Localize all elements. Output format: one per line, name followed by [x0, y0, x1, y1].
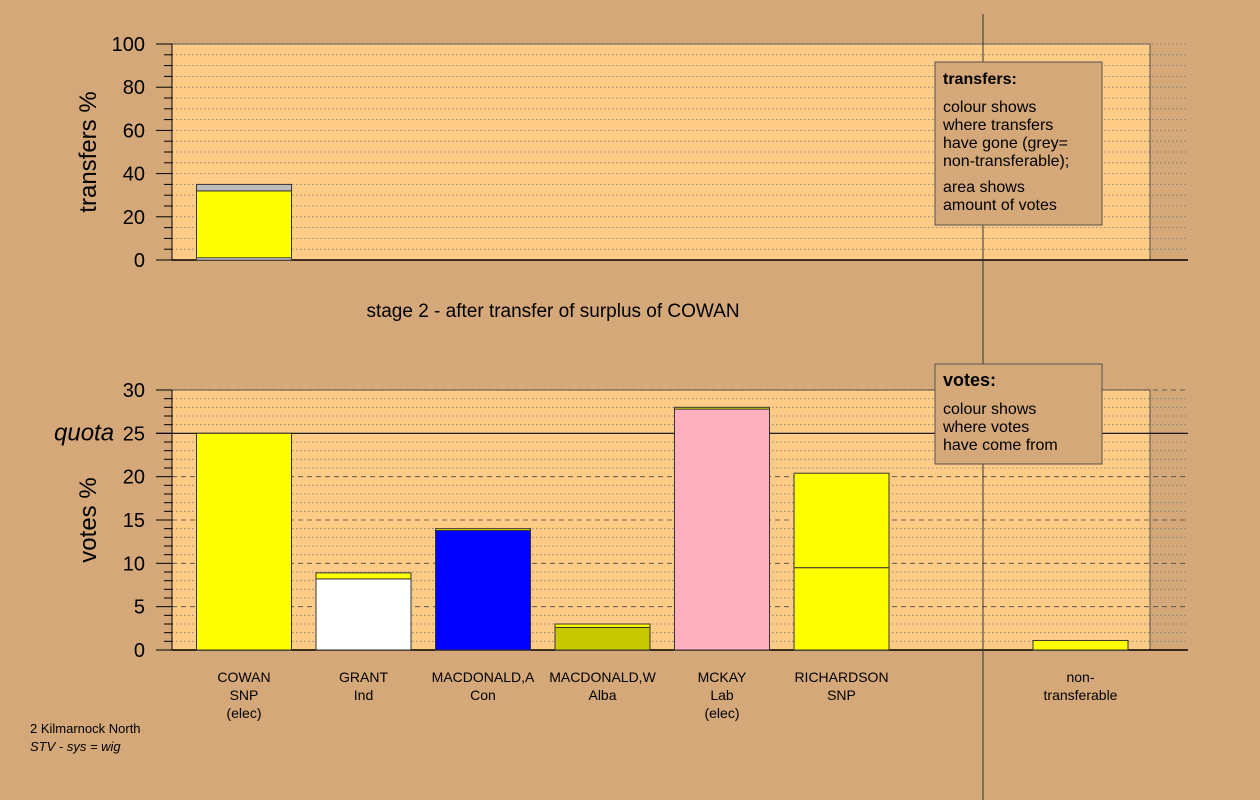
candidate-name: COWAN [217, 669, 270, 685]
y-tick-label: 0 [134, 250, 145, 272]
bar-segment [674, 406, 770, 410]
candidate-status: (elec) [226, 705, 261, 721]
y-tick-label: 60 [123, 120, 145, 142]
y-tick-label: 0 [134, 640, 145, 662]
y-tick-label: 30 [123, 380, 145, 402]
candidate-party: SNP [827, 687, 856, 703]
candidate-party: Con [470, 687, 496, 703]
legend-line: have gone (grey= [943, 135, 1068, 152]
bar-segment [554, 626, 651, 651]
y-axis-title: transfers % [75, 91, 102, 212]
legend-line: amount of votes [943, 197, 1057, 214]
y-tick-label: 10 [123, 553, 145, 575]
y-tick-label: 15 [123, 510, 145, 532]
bar-segment [674, 408, 770, 651]
bar-segment [554, 623, 651, 628]
legend-box [934, 363, 1103, 465]
legend-line: colour shows [943, 401, 1036, 418]
legend-line: colour shows [943, 99, 1036, 116]
bar-segment [196, 183, 292, 192]
votes-chart: 0 5 10 15 20 25 30 votes % quota COWAN SNP (elec) GR… [54, 380, 1188, 721]
legend-title: votes: [943, 370, 996, 390]
y-tick-label: 80 [123, 77, 145, 99]
y-tick-label: 100 [112, 34, 145, 56]
candidate-name: MCKAY [698, 669, 747, 685]
stage-title: stage 2 - after transfer of surplus of C… [366, 301, 739, 322]
legend-line: area shows [943, 179, 1025, 196]
candidate-party: Alba [588, 687, 616, 703]
bar-segment [196, 190, 292, 259]
bar-segment [315, 578, 412, 651]
quota-label: quota [54, 419, 114, 446]
footer-line-1: 2 Kilmarnock North [30, 721, 141, 736]
legend-title: transfers: [943, 71, 1017, 88]
candidate-name: GRANT [339, 669, 388, 685]
candidate-name: non- [1066, 669, 1094, 685]
legend-line: non-transferable); [943, 153, 1069, 170]
candidate-party: Ind [354, 687, 373, 703]
candidate-party: Lab [710, 687, 734, 703]
legend-line: where votes [942, 419, 1029, 436]
y-tick-label: 25 [123, 423, 145, 445]
footer-line-2: STV - sys = wig [30, 739, 121, 754]
bar-segment [1032, 639, 1129, 651]
bar-segment [793, 472, 890, 569]
candidate-status: (elec) [704, 705, 739, 721]
y-tick-label: 20 [123, 207, 145, 229]
candidate-party: transferable [1044, 687, 1118, 703]
bar-segment [793, 567, 890, 651]
legend-line: have come from [943, 437, 1058, 454]
y-tick-label: 20 [123, 467, 145, 489]
y-tick-label: 40 [123, 164, 145, 186]
bar-segment [435, 528, 531, 531]
candidate-name: MACDONALD,W [549, 669, 656, 685]
y-axis-title: votes % [75, 477, 102, 562]
legend-line: where transfers [942, 117, 1053, 134]
y-tick-label: 5 [134, 597, 145, 619]
candidate-name: RICHARDSON [794, 669, 888, 685]
legend-box [934, 61, 1103, 226]
bar-segment [315, 572, 412, 580]
candidate-party: SNP [230, 687, 259, 703]
bar-segment [196, 432, 292, 651]
bar-segment [435, 529, 531, 651]
candidate-name: MACDONALD,A [432, 669, 535, 685]
